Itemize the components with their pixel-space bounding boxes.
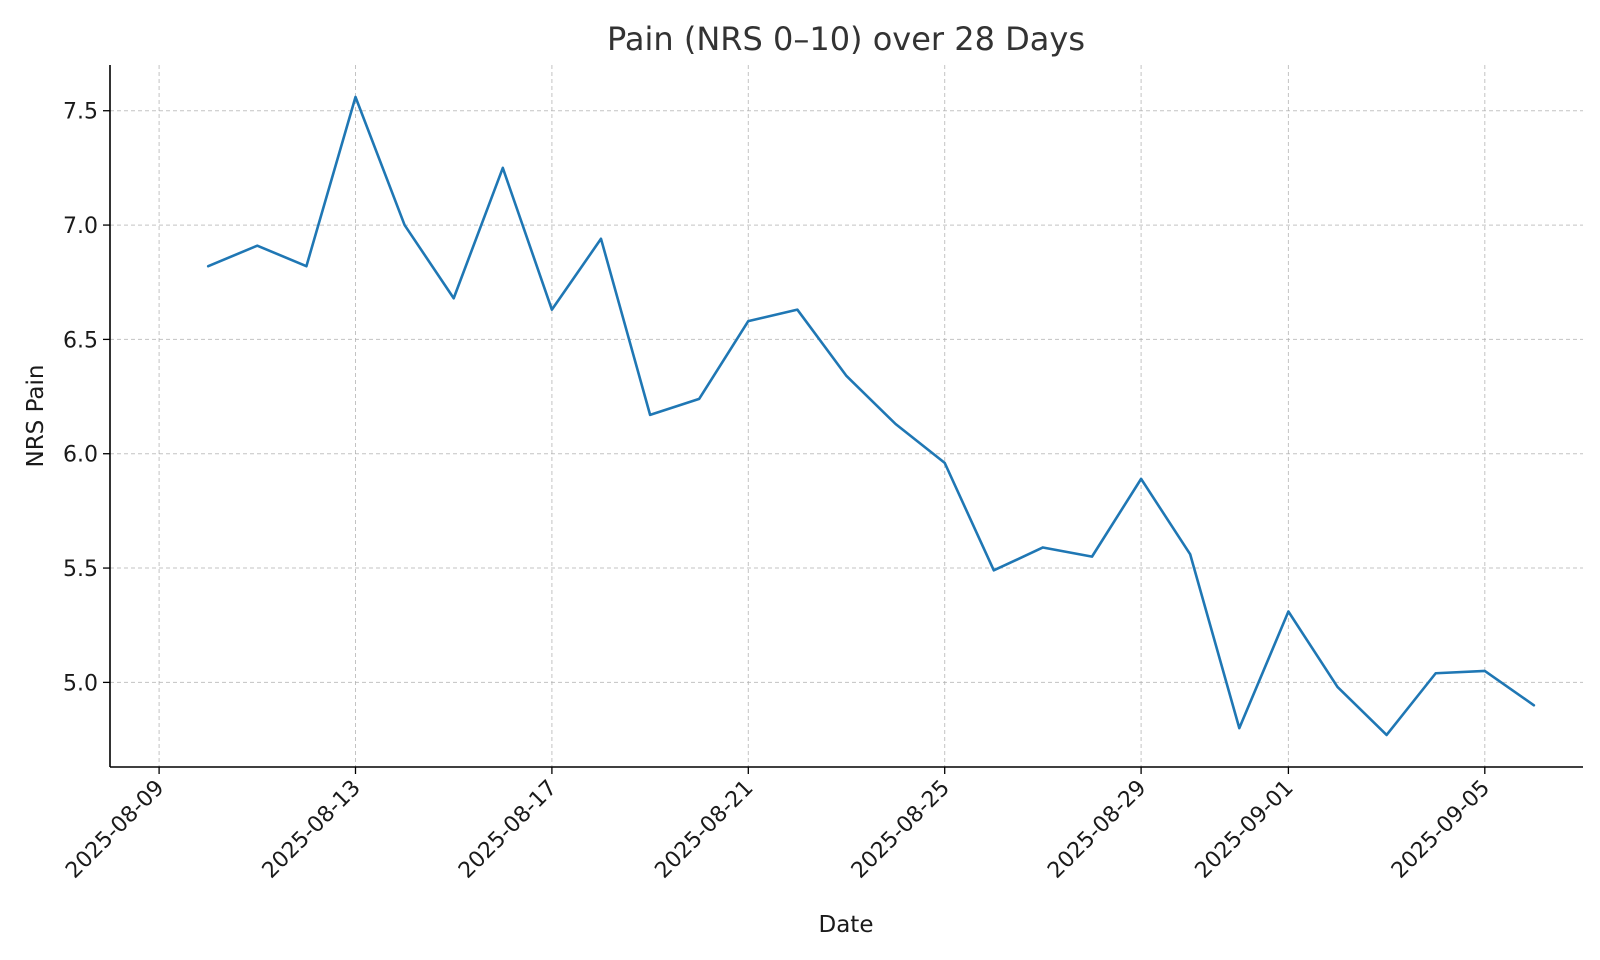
x-tick-label: 2025-08-13 [258,776,366,884]
x-tick-label: 2025-08-21 [650,776,758,884]
y-tick-label: 7.5 [63,100,98,125]
x-tick-label: 2025-08-25 [847,776,955,884]
y-tick-label: 5.0 [63,671,98,696]
x-tick-label: 2025-09-01 [1191,776,1299,884]
grid-layer [110,65,1583,767]
y-tick-label: 5.5 [63,557,98,582]
y-tick-layer: 5.0 5.5 6.0 6.5 7.0 7.5 [63,100,110,696]
series-line [206,95,1536,737]
y-axis-label: NRS Pain [23,365,49,468]
x-axis-label: Date [819,912,874,938]
y-tick-label: 7.0 [63,214,98,239]
x-tick-label: 2025-08-17 [454,776,562,884]
chart-title: Pain (NRS 0–10) over 28 Days [607,20,1085,58]
series-layer [206,95,1536,737]
y-tick-label: 6.5 [63,328,98,353]
x-tick-label: 2025-08-09 [61,776,169,884]
axes-layer [109,65,1583,768]
x-tick-label: 2025-08-29 [1043,776,1151,884]
x-tick-layer: 2025-08-09 2025-08-13 2025-08-17 2025-08-21… [61,767,1495,884]
x-tick-label: 2025-09-05 [1387,776,1495,884]
y-tick-label: 6.0 [63,443,98,468]
